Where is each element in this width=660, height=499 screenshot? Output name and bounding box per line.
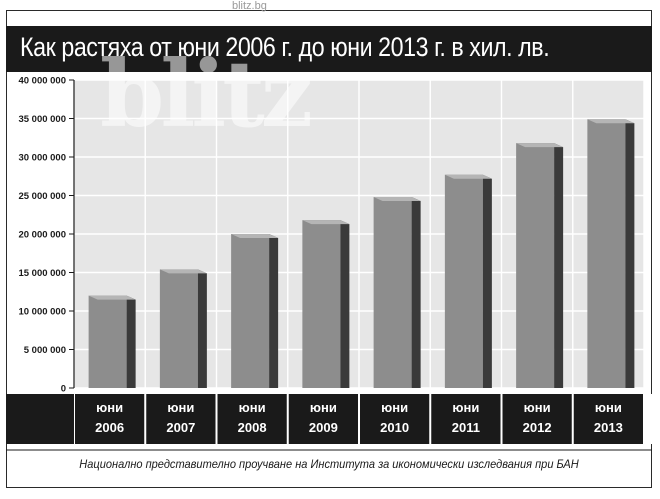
- y-tick-label: 40 000 000: [18, 76, 66, 87]
- bar-side: [340, 220, 350, 388]
- x-tick-label: юни: [381, 400, 408, 415]
- x-tick-label: юни: [167, 400, 194, 415]
- y-tick-label: 20 000 000: [18, 230, 66, 241]
- bar-top: [88, 295, 136, 300]
- bar-side: [625, 119, 635, 389]
- bar: [302, 220, 341, 388]
- y-tick-label: 30 000 000: [18, 153, 66, 164]
- chart-title: Как растяха от юни 2006 г. до юни 2013 г…: [20, 32, 550, 62]
- bar-top: [302, 220, 350, 225]
- x-tick-label: 2012: [523, 420, 552, 435]
- bar: [516, 143, 555, 388]
- x-tick-label: юни: [310, 400, 337, 415]
- x-tick-label: 2007: [166, 420, 195, 435]
- y-tick-label: 35 000 000: [18, 114, 66, 125]
- bar-top: [516, 143, 564, 148]
- x-tick-label: 2006: [95, 420, 124, 435]
- x-tick-label: 2010: [380, 420, 409, 435]
- x-tick-label: 2013: [594, 420, 623, 435]
- bar-top: [587, 119, 635, 124]
- x-tick-label: юни: [239, 400, 266, 415]
- y-tick-label: 25 000 000: [18, 191, 66, 202]
- bar: [373, 197, 412, 388]
- bar-top: [231, 234, 279, 238]
- x-tick-label: юни: [452, 400, 479, 415]
- bar: [88, 295, 127, 388]
- bar-side: [197, 269, 207, 388]
- category-cell: [502, 394, 572, 444]
- y-tick-label: 0: [61, 384, 66, 395]
- category-cell: [146, 394, 216, 444]
- bar-top: [159, 269, 207, 274]
- category-cell: [431, 394, 501, 444]
- bar-side: [554, 143, 564, 388]
- bar: [231, 234, 270, 388]
- x-tick-label: юни: [595, 400, 622, 415]
- bar-top: [444, 174, 492, 179]
- title-bar: Как растяха от юни 2006 г. до юни 2013 г…: [6, 26, 652, 72]
- category-cell: [288, 394, 358, 444]
- x-tick-label: 2011: [452, 420, 480, 435]
- bar: [587, 119, 626, 389]
- category-cell: [360, 394, 430, 444]
- category-band-left: [6, 394, 74, 444]
- watermark-site: blitz.bg: [232, 0, 267, 12]
- x-tick-label: 2008: [238, 420, 267, 435]
- bar-side: [482, 174, 492, 388]
- y-tick-label: 15 000 000: [18, 268, 66, 279]
- bar: [444, 174, 483, 388]
- x-tick-label: юни: [96, 400, 123, 415]
- bar-side: [269, 234, 279, 388]
- y-tick-label: 10 000 000: [18, 307, 66, 318]
- category-cell: [217, 394, 287, 444]
- x-tick-label: юни: [524, 400, 551, 415]
- bar-top: [373, 197, 421, 202]
- bar-side: [126, 295, 136, 388]
- bar: [159, 269, 198, 388]
- source-note: Национално представително проучване на И…: [79, 457, 579, 471]
- x-tick-label: 2009: [309, 420, 338, 435]
- category-cell: [573, 394, 643, 444]
- bar-side: [411, 197, 421, 388]
- y-tick-label: 5 000 000: [24, 345, 66, 356]
- category-cell: [75, 394, 145, 444]
